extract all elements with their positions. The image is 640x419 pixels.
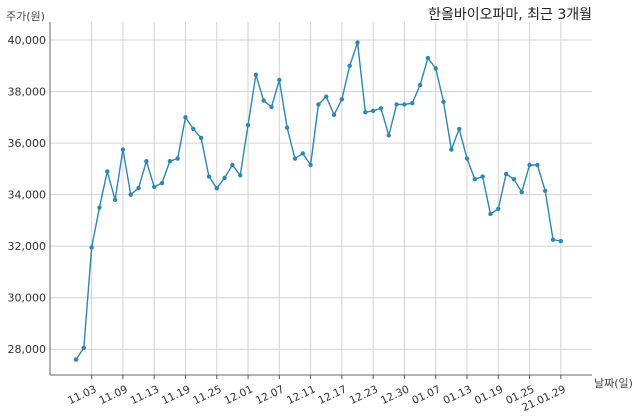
price-point <box>238 173 243 178</box>
price-point <box>558 238 564 244</box>
x-tick-label: 12.07 <box>254 383 286 407</box>
price-point <box>347 63 352 69</box>
line-layer <box>75 41 561 360</box>
x-tick-label: 11.03 <box>66 383 98 407</box>
price-point <box>222 175 227 181</box>
price-point <box>175 156 180 161</box>
y-tick-label: 34,000 <box>8 189 47 202</box>
point-layer <box>73 40 564 362</box>
price-point <box>410 100 415 106</box>
price-point <box>433 66 438 71</box>
x-tick-label: 11.19 <box>160 383 192 407</box>
price-point <box>456 126 462 132</box>
price-point <box>488 211 493 217</box>
price-point <box>394 102 399 107</box>
price-point <box>324 94 329 99</box>
price-point <box>120 147 126 152</box>
x-tick-label: 12.11 <box>285 383 317 407</box>
price-point <box>300 151 305 156</box>
x-tick-label: 12.23 <box>348 383 380 407</box>
y-tick-label: 40,000 <box>8 34 47 47</box>
price-point <box>253 72 259 78</box>
y-tick-label: 30,000 <box>8 292 47 305</box>
price-point <box>230 162 235 168</box>
price-point <box>198 135 204 141</box>
price-point <box>464 156 470 161</box>
x-tick-label: 12.01 <box>223 383 255 407</box>
price-point <box>496 206 501 212</box>
price-point <box>519 189 524 195</box>
price-point <box>425 55 431 61</box>
price-point <box>214 185 219 191</box>
price-point <box>511 176 517 182</box>
price-point <box>136 185 141 191</box>
price-point <box>370 108 376 114</box>
x-tick-label: 01.19 <box>473 383 505 407</box>
x-axis-label: 날짜(일) <box>594 376 633 390</box>
x-tick-label: 12.17 <box>316 383 348 407</box>
price-point <box>292 156 298 161</box>
price-point <box>261 98 266 103</box>
price-point <box>144 158 149 164</box>
price-point <box>535 162 540 168</box>
price-point <box>81 345 87 351</box>
price-point <box>378 106 384 111</box>
price-point <box>105 169 110 174</box>
price-point <box>167 158 173 164</box>
price-point <box>277 77 282 83</box>
x-tick-label: 11.09 <box>97 383 129 407</box>
x-tick-label: 01.07 <box>410 383 442 407</box>
axis-layer: 28,000 30,000 32,000 34,000 36,000 38,000 40,0… <box>8 22 592 414</box>
y-axis-label: 주가(원) <box>6 10 45 23</box>
price-point <box>159 180 165 186</box>
price-point <box>89 245 94 250</box>
price-point <box>73 357 79 362</box>
price-point <box>245 122 251 128</box>
price-point <box>543 188 548 193</box>
price-point <box>402 102 407 107</box>
price-point <box>339 97 345 102</box>
price-point <box>284 125 290 130</box>
x-tick-label: 11.13 <box>129 383 161 407</box>
price-point <box>417 82 423 88</box>
price-point <box>128 192 133 197</box>
grid-layer <box>50 22 592 375</box>
price-point <box>550 237 556 242</box>
price-point <box>112 197 118 202</box>
price-point <box>363 109 368 115</box>
price-point <box>527 162 532 168</box>
x-tick-label: 12.30 <box>379 383 411 407</box>
x-tick-label: 11.25 <box>191 383 223 407</box>
price-point <box>472 176 478 182</box>
price-point <box>386 133 391 138</box>
y-tick-label: 28,000 <box>8 343 47 356</box>
price-point <box>269 104 274 110</box>
price-point <box>441 99 446 105</box>
price-series-line <box>75 41 561 360</box>
price-point <box>191 126 196 132</box>
price-point <box>308 162 313 168</box>
price-point <box>316 102 321 107</box>
y-tick-label: 36,000 <box>8 137 47 150</box>
chart-title: 한올바이오파마, 최근 3개월 <box>428 7 592 23</box>
price-point <box>331 112 337 117</box>
label-layer: 한올바이오파마, 최근 3개월 주가(원) 날짜(일) <box>6 7 633 390</box>
y-tick-label: 32,000 <box>8 240 47 253</box>
price-point <box>206 174 212 179</box>
price-point <box>503 171 509 177</box>
y-tick-label: 38,000 <box>8 86 47 99</box>
price-point <box>183 115 188 120</box>
x-tick-label: 01.13 <box>442 383 474 407</box>
price-point <box>355 40 360 45</box>
price-point <box>152 184 157 190</box>
price-point <box>449 147 454 152</box>
price-point <box>480 174 485 179</box>
price-point <box>97 205 102 210</box>
